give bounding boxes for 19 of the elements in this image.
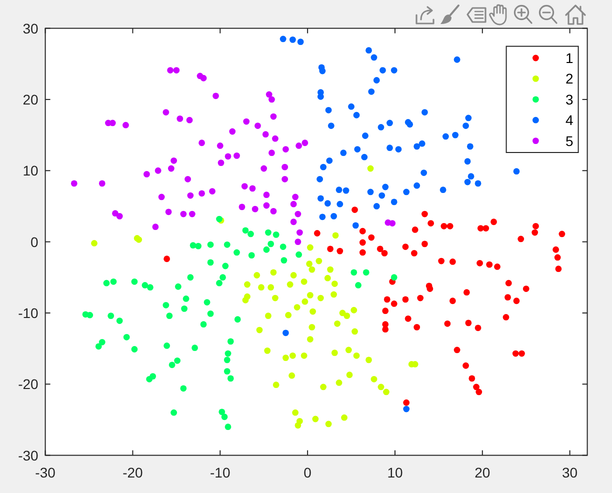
x-tick-label: -30 <box>35 464 56 480</box>
y-tick-label: -10 <box>18 304 39 321</box>
y-tick-label: 30 <box>22 20 39 36</box>
x-tick-label: -20 <box>122 464 144 480</box>
y-tick-label: -20 <box>18 376 39 392</box>
y-tick-label: 10 <box>22 162 39 179</box>
y-tick-label: -30 <box>18 447 39 464</box>
legend-label: 2 <box>566 70 574 87</box>
x-tick-label: 0 <box>304 464 312 480</box>
legend-label: 5 <box>566 132 574 149</box>
legend-label: 4 <box>566 112 574 128</box>
x-tick-label: 30 <box>562 464 578 480</box>
legend-label: 3 <box>566 91 574 108</box>
legend-label: 1 <box>566 50 574 66</box>
y-tick-label: 0 <box>30 234 39 250</box>
x-tick-label: -10 <box>210 464 230 480</box>
x-tick-label: 10 <box>387 464 403 480</box>
y-tick-label: 20 <box>22 91 39 108</box>
x-tick-label: 20 <box>474 464 490 480</box>
